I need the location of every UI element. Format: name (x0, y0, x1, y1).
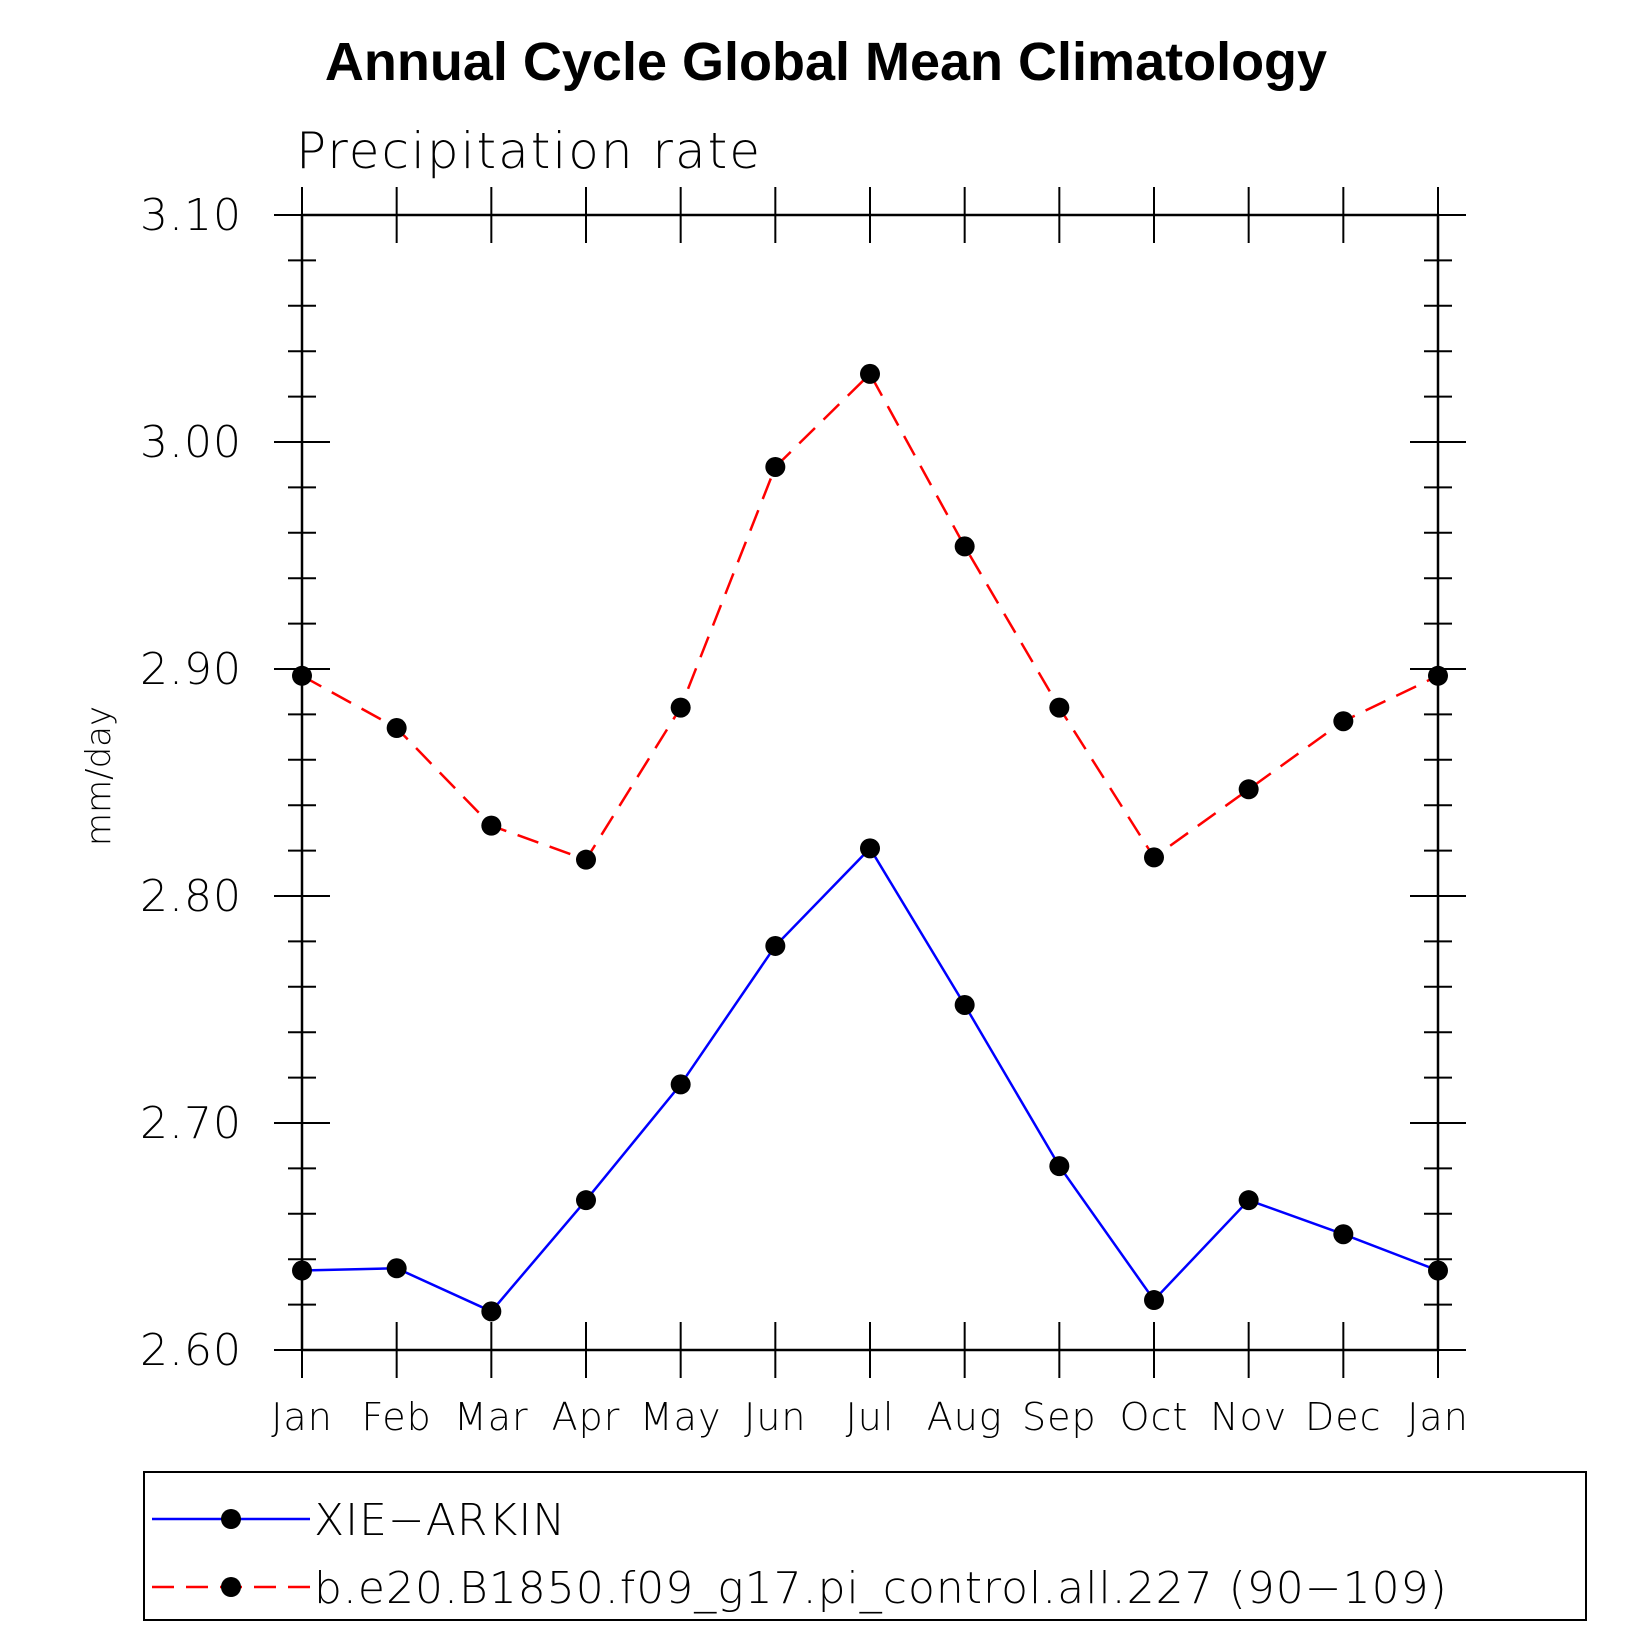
series-2-point (292, 665, 312, 686)
chart-subtitle: Precipitation rate (296, 122, 762, 180)
x-tick-label: Jul (846, 1395, 895, 1439)
x-tick-label: Mar (454, 1395, 529, 1439)
series-1-point (765, 935, 786, 956)
series-1-point (386, 1258, 407, 1279)
legend-marker-1 (221, 1509, 241, 1529)
series-2-point (1333, 711, 1354, 732)
series-1-point (292, 1260, 312, 1281)
x-tick-label: May (640, 1395, 722, 1439)
series-1-point (1144, 1290, 1164, 1311)
x-tick-label: Feb (362, 1395, 432, 1439)
series-2-point (1144, 847, 1164, 868)
legend-marker-2 (221, 1577, 241, 1597)
series-2-point (1428, 665, 1448, 686)
series-line-2 (301, 371, 1439, 862)
series-2-point (481, 815, 502, 836)
legend-label-1: XIE−ARKIN (314, 1495, 566, 1546)
y-tick-label: 3.10 (140, 190, 242, 241)
legend-box (143, 1471, 1587, 1621)
series-2-point (386, 718, 407, 739)
x-tick-label: Jan (271, 1395, 333, 1439)
series-1-point (576, 1190, 596, 1211)
axis-ticks: 2.60 2.70 2.80 2.90 3.00 3.10 Jan Feb Mar Apr May J… (140, 187, 1469, 1439)
y-tick-label: 2.60 (140, 1325, 242, 1376)
x-tick-label: Sep (1022, 1395, 1097, 1439)
y-tick-label: 3.00 (140, 417, 242, 468)
series-1-point (1049, 1156, 1070, 1177)
series-2-point (1238, 779, 1259, 800)
series-2-point (765, 456, 786, 477)
x-tick-label: Nov (1210, 1395, 1287, 1439)
x-tick-label: Apr (552, 1395, 621, 1439)
x-tick-label: Aug (927, 1395, 1003, 1439)
y-tick-label: 2.80 (140, 871, 242, 922)
series-2-point (1049, 697, 1070, 718)
series-1-point (1238, 1190, 1259, 1211)
plot-frame (300, 213, 1440, 1352)
series-1-point (670, 1074, 691, 1095)
y-tick-label: 2.70 (140, 1098, 242, 1149)
chart-title: Annual Cycle Global Mean Climatology (325, 32, 1327, 92)
series-2-point (670, 697, 691, 718)
series-1-point (1333, 1224, 1354, 1245)
series-1-point (1428, 1260, 1448, 1281)
series-2-point (860, 363, 880, 384)
x-tick-label: Dec (1305, 1395, 1382, 1439)
series-1-point (481, 1301, 502, 1322)
x-tick-label: Oct (1120, 1395, 1189, 1439)
series-line-1 (301, 846, 1439, 1313)
y-axis-label: mm/day (79, 706, 119, 846)
series-1-point (954, 994, 975, 1015)
series-2-point (954, 536, 975, 557)
series-2-point (576, 849, 596, 870)
series-markers (292, 363, 1448, 1322)
series-1-point (860, 838, 880, 859)
plot-axes (300, 213, 1440, 1352)
legend-label-2: b.e20.B1850.f09_g17.pi_control.all.227 (… (314, 1563, 1448, 1614)
x-tick-label: Jun (744, 1395, 806, 1439)
legend: XIE−ARKIN b.e20.B1850.f09_g17.pi_control.… (143, 1471, 1587, 1621)
y-tick-label: 2.90 (140, 644, 242, 695)
x-tick-label: Jan (1407, 1395, 1469, 1439)
